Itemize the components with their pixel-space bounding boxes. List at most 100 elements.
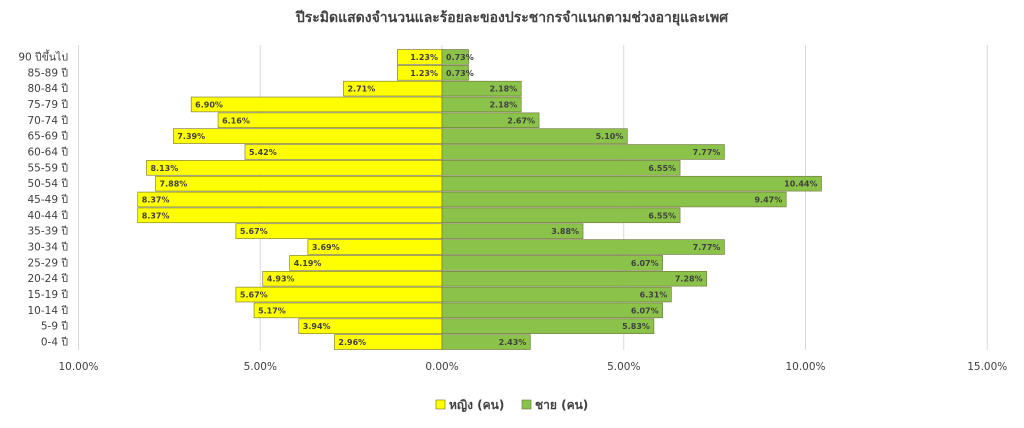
category-label: 10-14 ปี	[27, 304, 68, 317]
x-tick-label: 15.00%	[967, 361, 1007, 373]
category-label: 85-89 ปี	[27, 66, 68, 79]
legend-label-male: ชาย (คน)	[535, 398, 588, 412]
category-label: 70-74 ปี	[27, 114, 68, 127]
data-label-female: 1.23%	[410, 53, 438, 62]
data-label-female: 6.90%	[195, 100, 223, 109]
data-label-male: 5.83%	[622, 322, 650, 331]
bar-male	[441, 112, 540, 129]
category-label: 0-4 ปี	[41, 336, 68, 349]
data-label-female: 6.16%	[222, 116, 250, 125]
bar-male	[441, 96, 522, 113]
bar-male	[441, 334, 531, 350]
data-label-male: 6.55%	[648, 211, 676, 220]
data-label-male: 5.10%	[596, 132, 624, 141]
bar-male	[441, 80, 522, 97]
category-label: 25-29 ปี	[27, 256, 68, 269]
x-tick-label: 0.00%	[425, 361, 458, 373]
bar-male	[441, 144, 725, 160]
category-label: 40-44 ปี	[27, 209, 68, 222]
category-label: 75-79 ปี	[27, 98, 68, 111]
category-label: 55-59 ปี	[27, 161, 68, 174]
category-labels: 90 ปีขึ้นไป 85-89 ปี 80-84 ปี 75-79 ปี 70-74…	[18, 49, 68, 348]
data-label-male: 0.73%	[446, 53, 474, 62]
legend: หญิง (คน) ชาย (คน)	[435, 398, 588, 412]
bar-male	[441, 65, 469, 81]
bar-male	[441, 175, 822, 192]
data-label-male: 2.43%	[499, 338, 527, 347]
bars: 1.23% 1.23% 2.71% 6.90% 6.16% 7.39% 5.42% 8.13%…	[137, 49, 822, 350]
data-label-female: 3.94%	[303, 322, 331, 331]
data-label-female: 5.67%	[240, 227, 268, 236]
category-label: 15-19 ปี	[27, 288, 68, 301]
category-label: 20-24 ปี	[27, 272, 68, 285]
x-tick-label: 5.00%	[244, 361, 277, 373]
bar-male	[441, 128, 628, 144]
x-tick-label: 10.00%	[785, 361, 825, 373]
data-label-female: 4.19%	[294, 259, 322, 268]
category-label: 45-49 ปี	[27, 193, 68, 206]
chart-title: ปีระมิดแสดงจำนวนและร้อยละของประชากรจำแนก…	[294, 10, 729, 26]
data-label-male: 2.18%	[489, 85, 517, 94]
bar-male	[441, 239, 725, 255]
data-label-female: 8.37%	[142, 196, 170, 205]
bar-male	[441, 302, 663, 319]
bar-female	[137, 191, 443, 208]
category-label: 65-69 ปี	[27, 130, 68, 143]
legend-swatch-male	[521, 399, 532, 410]
data-label-male: 6.55%	[648, 164, 676, 173]
data-label-female: 7.88%	[160, 180, 188, 189]
data-label-female: 2.71%	[347, 85, 375, 94]
bar-male	[441, 255, 663, 271]
category-label: 35-39 ปี	[27, 225, 68, 238]
data-label-male: 6.07%	[631, 259, 659, 268]
category-label: 80-84 ปี	[27, 82, 68, 95]
category-label: 50-54 ปี	[27, 177, 68, 190]
data-label-male: 9.47%	[754, 196, 782, 205]
data-label-female: 5.42%	[249, 148, 277, 157]
data-label-male: 7.77%	[693, 148, 721, 157]
data-label-female: 2.96%	[338, 338, 366, 347]
data-label-female: 4.93%	[267, 275, 295, 284]
bar-male	[441, 49, 469, 65]
x-tick-label: 5.00%	[607, 361, 640, 373]
data-label-female: 1.23%	[410, 69, 438, 78]
bar-female	[190, 96, 443, 113]
x-axis-tick-labels: 10.00% 5.00% 0.00% 5.00% 10.00% 15.00%	[58, 361, 1007, 373]
data-label-male: 3.88%	[551, 227, 579, 236]
category-label: 30-34 ปี	[27, 241, 68, 254]
category-label: 60-64 ปี	[27, 145, 68, 158]
category-label: 5-9 ปี	[41, 320, 68, 333]
data-label-male: 6.07%	[631, 306, 659, 315]
data-label-female: 7.39%	[177, 132, 205, 141]
bar-male	[441, 191, 787, 208]
data-label-male: 7.28%	[675, 275, 703, 284]
bar-male	[441, 160, 681, 176]
data-label-female: 5.17%	[258, 306, 286, 315]
bar-male	[441, 223, 584, 239]
legend-label-female: หญิง (คน)	[449, 398, 504, 412]
data-label-male: 6.31%	[640, 291, 668, 300]
category-label: 90 ปีขึ้นไป	[18, 49, 68, 63]
data-label-female: 5.67%	[240, 291, 268, 300]
data-label-female: 3.69%	[312, 243, 340, 252]
bar-female	[155, 175, 443, 192]
bar-male	[441, 286, 672, 303]
data-label-male: 0.73%	[446, 69, 474, 78]
legend-swatch-female	[435, 399, 446, 410]
bar-male	[441, 207, 681, 224]
data-label-female: 8.13%	[150, 164, 178, 173]
bar-male	[441, 318, 655, 334]
bar-female	[217, 112, 443, 129]
bar-female	[173, 128, 443, 144]
data-label-male: 10.44%	[784, 180, 817, 189]
x-tick-label: 10.00%	[58, 361, 98, 373]
bar-female	[146, 160, 443, 176]
bar-male	[441, 270, 707, 287]
data-label-male: 2.18%	[489, 100, 517, 109]
data-label-male: 2.67%	[507, 116, 535, 125]
bar-female	[137, 207, 443, 224]
data-label-female: 8.37%	[142, 211, 170, 220]
data-label-male: 7.77%	[693, 243, 721, 252]
